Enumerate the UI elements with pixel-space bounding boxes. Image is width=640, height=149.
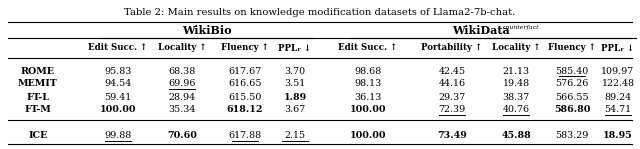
Text: 585.40: 585.40 — [556, 66, 589, 76]
Text: 100.00: 100.00 — [349, 132, 387, 141]
Text: FT-L: FT-L — [26, 93, 49, 101]
Text: 54.71: 54.71 — [604, 105, 632, 114]
Text: 100.00: 100.00 — [349, 105, 387, 114]
Text: FT-M: FT-M — [24, 105, 51, 114]
Text: 98.68: 98.68 — [355, 66, 381, 76]
Text: ROME: ROME — [21, 66, 55, 76]
Text: PPLᵣ ↓: PPLᵣ ↓ — [602, 44, 635, 52]
Text: Edit Succ. ↑: Edit Succ. ↑ — [88, 44, 148, 52]
Text: 95.83: 95.83 — [104, 66, 132, 76]
Text: 72.39: 72.39 — [438, 105, 466, 114]
Text: 35.34: 35.34 — [168, 105, 196, 114]
Text: 28.94: 28.94 — [168, 93, 196, 101]
Text: Fluency ↑: Fluency ↑ — [548, 44, 596, 52]
Text: 583.29: 583.29 — [556, 132, 589, 141]
Text: 68.38: 68.38 — [168, 66, 196, 76]
Text: 94.54: 94.54 — [104, 80, 132, 89]
Text: 99.88: 99.88 — [104, 132, 132, 141]
Text: 2.15: 2.15 — [284, 132, 305, 141]
Text: 618.12: 618.12 — [227, 105, 263, 114]
Text: Portability ↑: Portability ↑ — [421, 44, 483, 52]
Text: 18.95: 18.95 — [603, 132, 633, 141]
Text: 100.00: 100.00 — [100, 105, 136, 114]
Text: 36.13: 36.13 — [355, 93, 381, 101]
Text: 576.26: 576.26 — [556, 80, 589, 89]
Text: 109.97: 109.97 — [602, 66, 635, 76]
Text: 3.70: 3.70 — [284, 66, 305, 76]
Text: 29.37: 29.37 — [438, 93, 466, 101]
Text: Locality ↑: Locality ↑ — [157, 44, 206, 52]
Text: 45.88: 45.88 — [501, 132, 531, 141]
Text: 89.24: 89.24 — [604, 93, 632, 101]
Text: Fluency ↑: Fluency ↑ — [221, 44, 269, 52]
Text: 1.89: 1.89 — [284, 93, 307, 101]
Text: 59.41: 59.41 — [104, 93, 132, 101]
Text: 73.49: 73.49 — [437, 132, 467, 141]
Text: 44.16: 44.16 — [438, 80, 465, 89]
Text: counterfact: counterfact — [502, 24, 540, 30]
Text: WikiData: WikiData — [452, 24, 510, 35]
Text: ICE: ICE — [28, 132, 47, 141]
Text: 566.55: 566.55 — [555, 93, 589, 101]
Text: Locality ↑: Locality ↑ — [492, 44, 540, 52]
Text: Edit Succ. ↑: Edit Succ. ↑ — [339, 44, 397, 52]
Text: 38.37: 38.37 — [502, 93, 530, 101]
Text: 122.48: 122.48 — [602, 80, 634, 89]
Text: 70.60: 70.60 — [167, 132, 197, 141]
Text: Table 2: Main results on knowledge modification datasets of Llama2-7b-chat.: Table 2: Main results on knowledge modif… — [124, 8, 516, 17]
Text: 42.45: 42.45 — [438, 66, 465, 76]
Text: 617.67: 617.67 — [228, 66, 262, 76]
Text: 21.13: 21.13 — [502, 66, 529, 76]
Text: 40.76: 40.76 — [502, 105, 529, 114]
Text: 617.88: 617.88 — [228, 132, 262, 141]
Text: 3.51: 3.51 — [284, 80, 306, 89]
Text: 19.48: 19.48 — [502, 80, 529, 89]
Text: 615.50: 615.50 — [228, 93, 262, 101]
Text: 98.13: 98.13 — [355, 80, 381, 89]
Text: 3.67: 3.67 — [284, 105, 306, 114]
Text: 586.80: 586.80 — [554, 105, 590, 114]
Text: 69.96: 69.96 — [168, 80, 196, 89]
Text: MEMIT: MEMIT — [18, 80, 58, 89]
Text: PPLᵣ ↓: PPLᵣ ↓ — [278, 44, 312, 52]
Text: WikiBio: WikiBio — [182, 24, 231, 35]
Text: 616.65: 616.65 — [228, 80, 262, 89]
